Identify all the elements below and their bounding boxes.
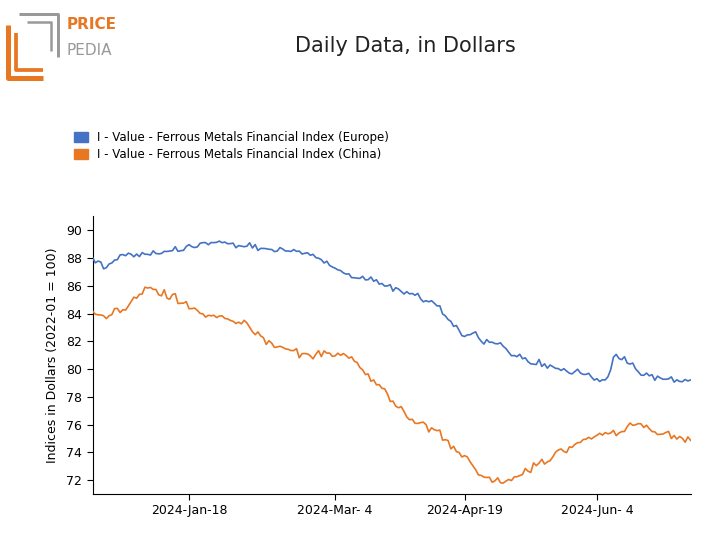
Text: PRICE: PRICE bbox=[66, 17, 116, 32]
Y-axis label: Indices in Dollars (2022-01 = 100): Indices in Dollars (2022-01 = 100) bbox=[46, 248, 59, 463]
Text: Daily Data, in Dollars: Daily Data, in Dollars bbox=[295, 36, 516, 56]
Text: PEDIA: PEDIA bbox=[66, 43, 112, 58]
Legend: I - Value - Ferrous Metals Financial Index (Europe), I - Value - Ferrous Metals : I - Value - Ferrous Metals Financial Ind… bbox=[73, 131, 389, 161]
